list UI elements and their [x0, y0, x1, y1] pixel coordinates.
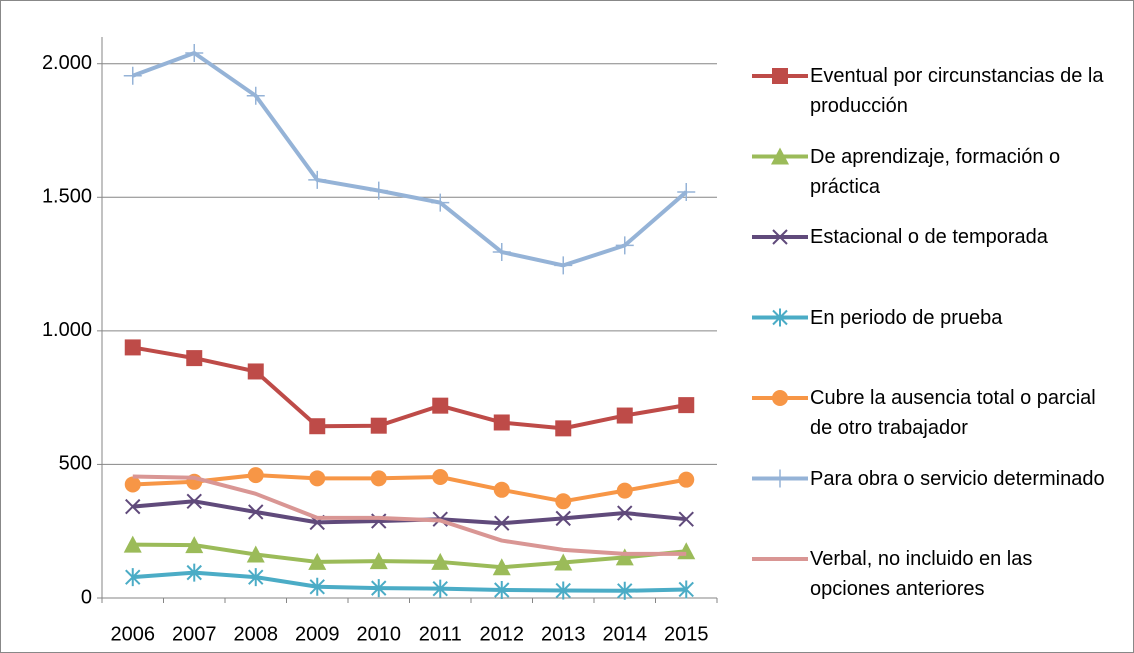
marker	[432, 397, 449, 414]
x-tick-label: 2015	[664, 623, 709, 645]
marker	[431, 552, 450, 570]
marker	[247, 467, 264, 484]
marker	[492, 558, 511, 576]
x-tick-label: 2009	[295, 623, 340, 645]
marker	[124, 476, 141, 493]
marker	[554, 553, 573, 571]
marker	[246, 86, 265, 105]
marker	[123, 66, 142, 85]
y-tick-label: 2.000	[42, 52, 92, 74]
marker	[309, 577, 325, 596]
marker	[616, 482, 633, 499]
marker	[772, 229, 788, 245]
marker	[185, 536, 204, 554]
marker	[309, 470, 326, 487]
marker	[772, 308, 788, 327]
marker	[186, 350, 203, 367]
marker	[370, 470, 387, 487]
marker	[186, 563, 202, 582]
marker	[185, 44, 204, 63]
series-line	[132, 570, 687, 593]
marker	[248, 568, 264, 587]
marker	[678, 511, 694, 527]
marker	[555, 510, 571, 527]
series-line	[132, 474, 687, 556]
x-tick-label: 2006	[111, 623, 156, 645]
marker	[615, 548, 634, 566]
marker	[371, 579, 387, 598]
legend-label: Para obra o servicio determinado	[810, 467, 1105, 490]
x-tick-label: 2012	[480, 623, 525, 645]
marker	[554, 256, 573, 275]
x-tick-label: 2014	[603, 623, 648, 645]
marker	[369, 181, 388, 200]
marker	[308, 170, 327, 189]
marker	[772, 68, 788, 84]
series-line	[132, 345, 687, 431]
marker	[555, 581, 571, 600]
marker	[494, 580, 510, 599]
marker	[555, 493, 572, 510]
y-tick-label: 500	[59, 453, 92, 475]
marker	[493, 414, 510, 431]
legend-label: Estacional o de temporada	[810, 226, 1048, 248]
marker	[615, 236, 634, 255]
marker	[616, 407, 633, 424]
marker	[308, 552, 327, 570]
marker	[248, 504, 264, 520]
marker	[617, 505, 633, 521]
series-line	[132, 473, 687, 504]
x-tick-label: 2007	[172, 623, 217, 645]
marker	[123, 535, 142, 553]
x-tick-label: 2011	[419, 623, 462, 645]
marker	[555, 420, 572, 437]
legend-label: De aprendizaje, formación o práctica	[810, 145, 1061, 198]
marker	[772, 390, 788, 406]
marker	[247, 363, 264, 380]
legend-label: Cubre la ausencia total o parcial de otr…	[810, 387, 1096, 439]
legend-label: En periodo de prueba	[810, 306, 1003, 329]
marker	[678, 397, 695, 414]
marker	[125, 568, 141, 587]
marker	[432, 468, 449, 485]
marker	[125, 498, 141, 515]
marker	[678, 471, 695, 488]
marker	[246, 545, 265, 563]
marker	[493, 481, 510, 498]
legend-label: Eventual por circunstancias de la produc…	[810, 65, 1104, 117]
y-tick-label: 1.500	[42, 186, 92, 208]
x-tick-label: 2008	[234, 623, 279, 645]
marker	[677, 182, 696, 201]
legend-label: Verbal, no incluido en las opciones ante…	[810, 548, 1033, 600]
marker	[309, 418, 326, 435]
marker	[492, 243, 511, 262]
x-tick-label: 2013	[541, 623, 586, 645]
marker	[186, 493, 202, 510]
marker	[432, 579, 448, 598]
marker	[678, 580, 694, 599]
marker	[369, 552, 388, 570]
marker	[431, 193, 450, 212]
x-tick-label: 2010	[357, 623, 402, 645]
marker	[771, 469, 789, 488]
y-tick-label: 1.000	[42, 319, 92, 341]
marker	[370, 417, 387, 434]
series-line	[132, 51, 688, 268]
marker	[617, 581, 633, 600]
marker	[494, 515, 510, 531]
marker	[124, 339, 141, 356]
series-line	[132, 542, 687, 570]
y-tick-label: 0	[81, 586, 92, 608]
marker	[771, 147, 789, 165]
